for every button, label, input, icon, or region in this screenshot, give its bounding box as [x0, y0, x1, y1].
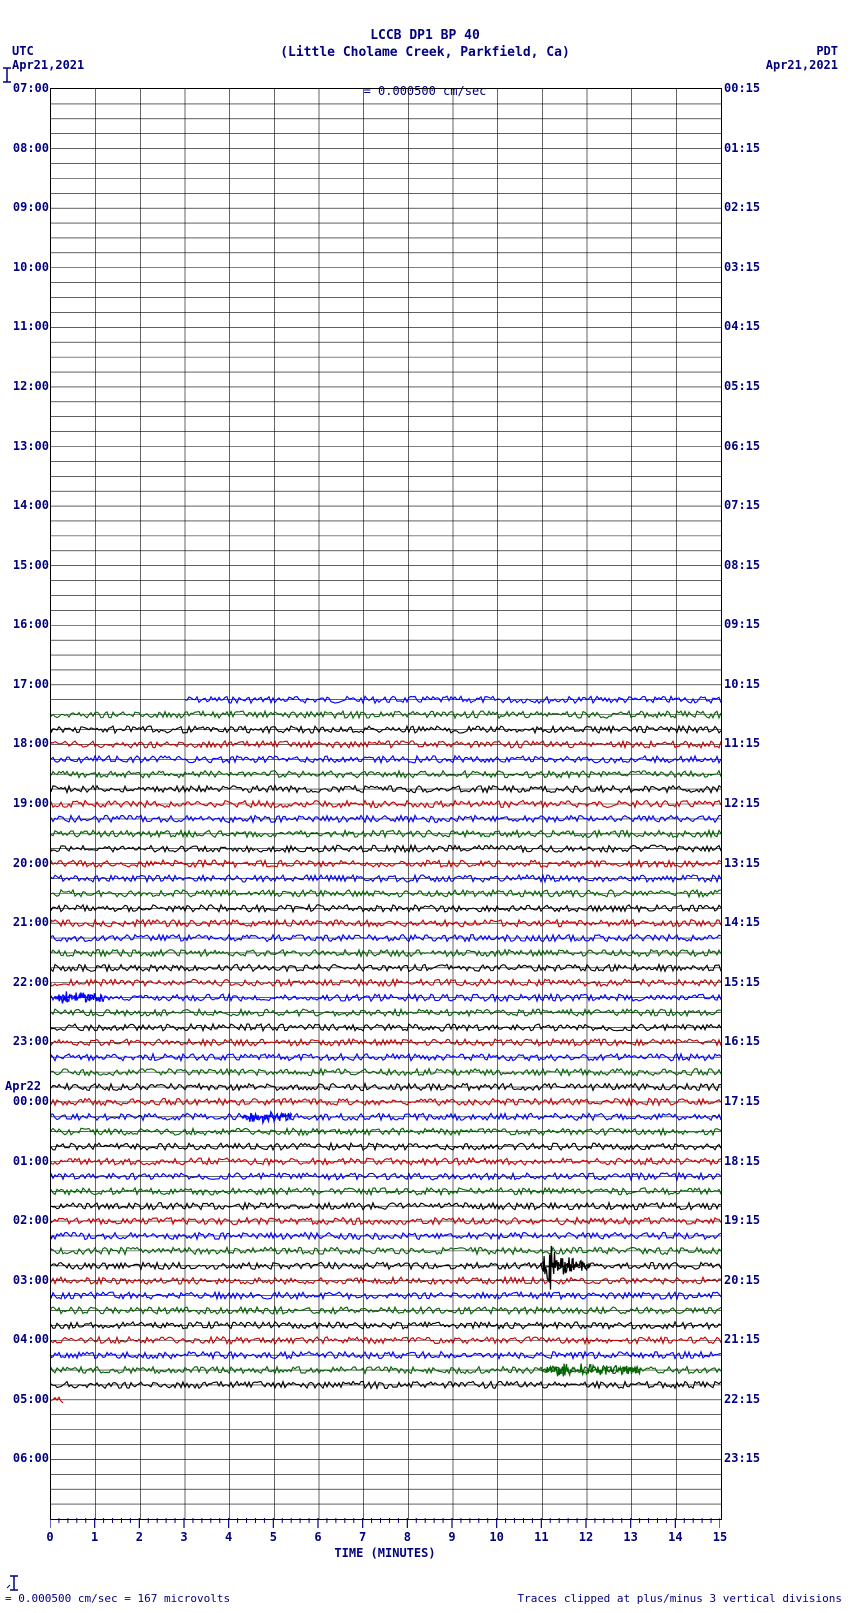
- left-hour-label: 09:00: [13, 200, 49, 214]
- right-hour-label: 19:15: [724, 1213, 760, 1227]
- left-hour-label: 06:00: [13, 1451, 49, 1465]
- left-hour-label: 12:00: [13, 379, 49, 393]
- right-hour-label: 08:15: [724, 558, 760, 572]
- left-hour-label: 22:00: [13, 975, 49, 989]
- x-tick-label: 14: [668, 1530, 682, 1544]
- left-hour-label: 20:00: [13, 856, 49, 870]
- x-tick-label: 3: [180, 1530, 187, 1544]
- left-hour-label: 07:00: [13, 81, 49, 95]
- right-hour-label: 20:15: [724, 1273, 760, 1287]
- left-hour-label: 13:00: [13, 439, 49, 453]
- x-axis-label: TIME (MINUTES): [50, 1546, 720, 1560]
- x-tick-label: 8: [404, 1530, 411, 1544]
- left-hour-label: 04:00: [13, 1332, 49, 1346]
- left-hour-label: 05:00: [13, 1392, 49, 1406]
- right-hour-label: 00:15: [724, 81, 760, 95]
- x-tick-label: 4: [225, 1530, 232, 1544]
- right-hour-label: 23:15: [724, 1451, 760, 1465]
- seismogram-plot: [50, 88, 722, 1520]
- x-tick-label: 13: [623, 1530, 637, 1544]
- left-hour-label: 11:00: [13, 319, 49, 333]
- tz-left-date: Apr21,2021: [12, 58, 84, 72]
- x-tick-label: 0: [46, 1530, 53, 1544]
- left-hour-labels: 07:0008:0009:0010:0011:0012:0013:0014:00…: [5, 88, 49, 1518]
- right-hour-label: 04:15: [724, 319, 760, 333]
- right-hour-label: 10:15: [724, 677, 760, 691]
- left-hour-label: 23:00: [13, 1034, 49, 1048]
- footer-right: Traces clipped at plus/minus 3 vertical …: [517, 1592, 842, 1605]
- x-axis-ticks: [50, 1518, 720, 1532]
- right-hour-label: 03:15: [724, 260, 760, 274]
- right-hour-label: 13:15: [724, 856, 760, 870]
- title-line2: (Little Cholame Creek, Parkfield, Ca): [0, 45, 850, 60]
- left-hour-label: 10:00: [13, 260, 49, 274]
- tz-left-label: UTC: [12, 44, 84, 58]
- x-axis: 0123456789101112131415 TIME (MINUTES): [50, 1518, 720, 1578]
- left-hour-label: 08:00: [13, 141, 49, 155]
- x-tick-label: 5: [270, 1530, 277, 1544]
- left-hour-label: 00:00: [13, 1094, 49, 1108]
- right-hour-label: 01:15: [724, 141, 760, 155]
- title-line1: LCCB DP1 BP 40: [0, 28, 850, 43]
- left-hour-label: 16:00: [13, 617, 49, 631]
- tz-right: PDT Apr21,2021: [766, 44, 838, 72]
- left-hour-label: 03:00: [13, 1273, 49, 1287]
- left-date-marker: Apr22: [5, 1079, 41, 1093]
- right-hour-labels: 00:1501:1502:1503:1504:1505:1506:1507:15…: [724, 88, 774, 1518]
- left-hour-label: 01:00: [13, 1154, 49, 1168]
- x-tick-label: 2: [136, 1530, 143, 1544]
- right-hour-label: 16:15: [724, 1034, 760, 1048]
- right-hour-label: 21:15: [724, 1332, 760, 1346]
- seismogram-container: LCCB DP1 BP 40 (Little Cholame Creek, Pa…: [0, 0, 850, 1613]
- right-hour-label: 18:15: [724, 1154, 760, 1168]
- footer-left-text: = 0.000500 cm/sec = 167 microvolts: [5, 1592, 230, 1605]
- x-tick-label: 9: [448, 1530, 455, 1544]
- x-tick-label: 7: [359, 1530, 366, 1544]
- left-hour-label: 18:00: [13, 736, 49, 750]
- right-hour-label: 07:15: [724, 498, 760, 512]
- right-hour-label: 05:15: [724, 379, 760, 393]
- left-hour-label: 21:00: [13, 915, 49, 929]
- x-tick-label: 1: [91, 1530, 98, 1544]
- right-hour-label: 02:15: [724, 200, 760, 214]
- right-hour-label: 15:15: [724, 975, 760, 989]
- right-hour-label: 12:15: [724, 796, 760, 810]
- plot-svg: [51, 89, 721, 1519]
- right-hour-label: 14:15: [724, 915, 760, 929]
- right-hour-label: 17:15: [724, 1094, 760, 1108]
- left-hour-label: 14:00: [13, 498, 49, 512]
- tz-left: UTC Apr21,2021: [12, 44, 84, 72]
- right-hour-label: 09:15: [724, 617, 760, 631]
- left-hour-label: 15:00: [13, 558, 49, 572]
- footer-left: = 0.000500 cm/sec = 167 microvolts: [5, 1574, 230, 1605]
- left-hour-label: 17:00: [13, 677, 49, 691]
- tz-right-date: Apr21,2021: [766, 58, 838, 72]
- left-hour-label: 19:00: [13, 796, 49, 810]
- right-hour-label: 06:15: [724, 439, 760, 453]
- left-hour-label: 02:00: [13, 1213, 49, 1227]
- x-tick-label: 10: [489, 1530, 503, 1544]
- scale-bar-icon: [5, 1574, 21, 1592]
- tz-right-label: PDT: [766, 44, 838, 58]
- right-hour-label: 11:15: [724, 736, 760, 750]
- x-tick-label: 12: [579, 1530, 593, 1544]
- x-tick-label: 6: [314, 1530, 321, 1544]
- x-tick-label: 15: [713, 1530, 727, 1544]
- x-tick-label: 11: [534, 1530, 548, 1544]
- right-hour-label: 22:15: [724, 1392, 760, 1406]
